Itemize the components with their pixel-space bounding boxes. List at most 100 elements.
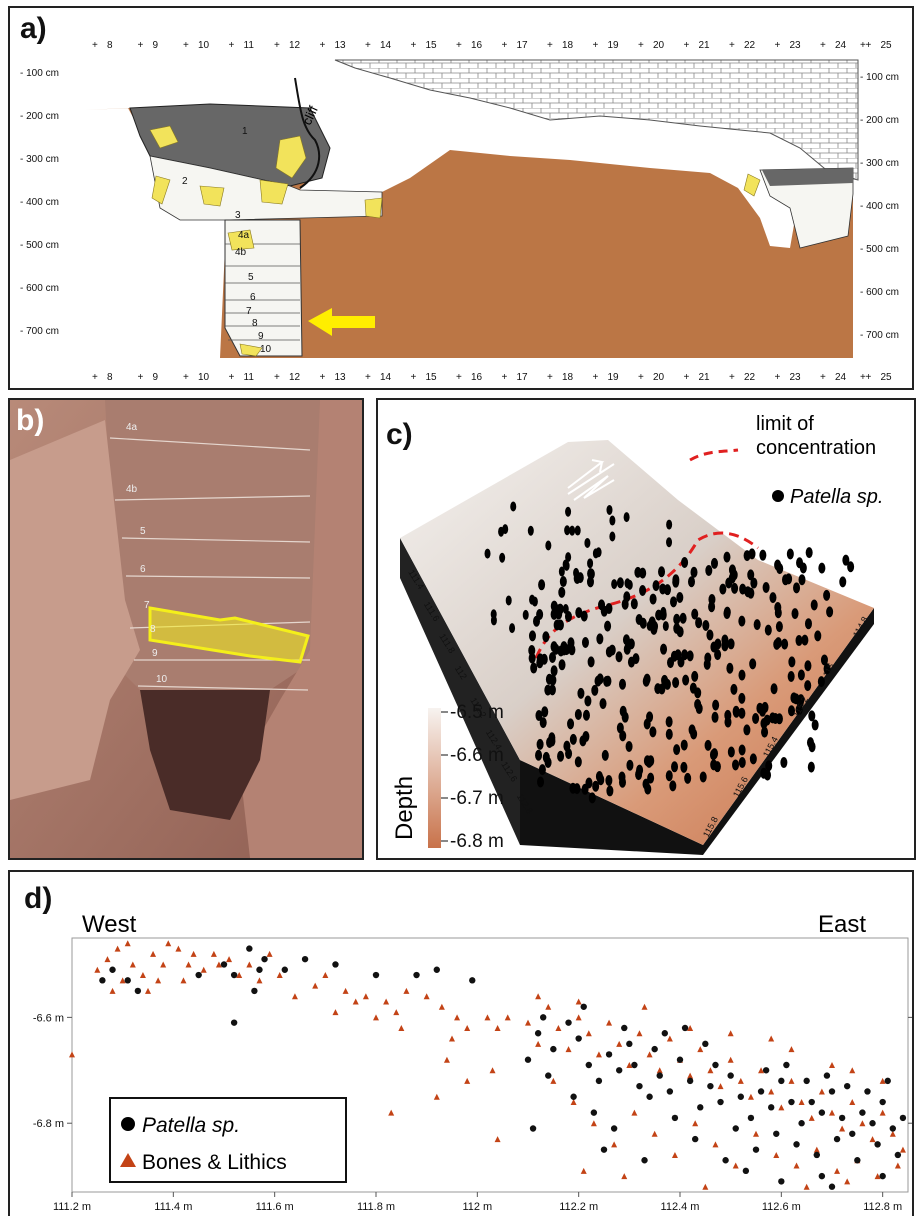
bones-lithics-point <box>656 1067 663 1074</box>
patella-dot <box>535 749 543 761</box>
bones-lithics-point <box>185 961 192 968</box>
grid-number-bottom: 24 <box>835 372 847 383</box>
patella-dot <box>787 670 795 682</box>
patella-dot <box>647 755 655 767</box>
patella-dot <box>537 776 545 788</box>
bones-lithics-point <box>616 1040 623 1047</box>
bones-lithics-point <box>266 950 273 957</box>
patella-point <box>889 1125 896 1132</box>
scatter-plot: West East 111.2 m 111.4 m 111.6 m 111.8 m 11… <box>33 911 912 1213</box>
patella-dot <box>826 606 834 618</box>
patella-point <box>793 1141 800 1148</box>
x-tick-label: 112 m <box>462 1201 492 1213</box>
patella-dot <box>709 749 717 761</box>
bones-lithics-point <box>332 1009 339 1016</box>
patella-point <box>773 1130 780 1137</box>
patella-dot <box>616 722 624 734</box>
bones-lithics-point <box>423 993 430 1000</box>
grid-number-top: 8 <box>107 40 113 51</box>
patella-point <box>803 1077 810 1085</box>
patella-point <box>575 1035 582 1042</box>
grid-plus-top: + <box>274 40 280 51</box>
depth-label-right: - 700 cm <box>860 330 899 341</box>
bones-lithics-point <box>94 966 101 973</box>
bones-lithics-point <box>165 940 172 947</box>
patella-point <box>818 1172 826 1180</box>
patella-dot <box>719 583 727 595</box>
patella-dot <box>584 695 592 707</box>
patella-point <box>433 966 440 973</box>
bones-lithics-point <box>899 1146 906 1153</box>
layer-label: 3 <box>235 210 241 221</box>
patella-dot <box>775 621 783 633</box>
bones-lithics-point <box>190 950 197 957</box>
patella-dot <box>694 698 702 710</box>
patella-dot <box>750 577 758 589</box>
patella-dot <box>565 552 572 563</box>
bones-lithics-point <box>829 1062 835 1068</box>
grid-plus-bottom: + <box>138 372 144 383</box>
x-tick-label: 112.6 m <box>762 1201 801 1213</box>
patella-dot <box>588 792 596 804</box>
grid-number-top: 9 <box>153 40 159 51</box>
patella-dot <box>577 687 585 699</box>
grid-number-bottom: 25 <box>881 372 893 383</box>
layer-label: 5 <box>248 272 254 283</box>
bones-lithics-point <box>712 1141 719 1148</box>
x-tick-label: 111.6 m <box>256 1201 294 1213</box>
bones-lithics-point <box>692 1120 699 1127</box>
patella-point <box>332 961 339 968</box>
patella-dot <box>528 652 536 664</box>
patella-dot <box>552 643 560 655</box>
grid-number-top: 23 <box>790 40 802 51</box>
patella-point <box>251 987 258 995</box>
patella-dot <box>790 692 798 704</box>
legend-patella-label: Patella sp. <box>142 1114 240 1137</box>
patella-dot <box>680 739 688 751</box>
patella-dot <box>727 746 735 758</box>
patella-point <box>246 945 253 952</box>
patella-dot <box>705 564 713 576</box>
patella-dot <box>649 593 657 605</box>
excavation-photo: 4a 4b 5 6 7 8 9 10 <box>10 400 362 858</box>
patella-dot <box>765 760 773 772</box>
patella-dot <box>560 641 568 653</box>
patella-dot <box>786 548 794 560</box>
patella-point <box>230 971 238 979</box>
patella-dot <box>760 767 768 779</box>
patella-point <box>692 1135 699 1143</box>
y-tick-label: -6.6 m <box>33 1012 64 1024</box>
layer-label: 7 <box>246 306 252 317</box>
bones-lithics-point <box>813 1146 820 1153</box>
patella-dot <box>681 557 689 569</box>
depth-label-left: - 400 cm <box>20 197 59 208</box>
patella-point <box>768 1104 775 1111</box>
patella-dot <box>623 512 630 523</box>
patella-point <box>99 977 106 984</box>
patella-dot <box>609 515 616 526</box>
patella-point <box>524 1056 532 1063</box>
patella-dot <box>666 519 673 530</box>
patella-dot <box>626 759 634 771</box>
grid-number-top: 22 <box>744 40 756 51</box>
grid-plus-bottom: + <box>320 372 326 383</box>
patella-dot <box>591 684 599 696</box>
bones-lithics-point <box>109 987 116 994</box>
depth-label-right: - 100 cm <box>860 72 899 83</box>
patella-dot <box>621 711 629 723</box>
patella-dot <box>569 733 577 745</box>
bones-lithics-point <box>687 1024 694 1031</box>
patella-dot <box>795 635 803 647</box>
patella-dot <box>667 657 675 669</box>
bones-lithics-point <box>104 956 111 963</box>
pit-bottom <box>140 690 270 820</box>
grid-number-top: 24 <box>835 40 847 51</box>
bones-lithics-point <box>732 1162 739 1169</box>
patella-dot <box>558 566 565 577</box>
patella-dot <box>594 675 602 687</box>
block-side-right <box>703 608 874 855</box>
grid-plus-top: + <box>365 40 371 51</box>
bones-lithics-point <box>818 1088 825 1095</box>
photo-layer-label: 9 <box>152 648 158 659</box>
bones-lithics-point <box>454 1014 461 1021</box>
